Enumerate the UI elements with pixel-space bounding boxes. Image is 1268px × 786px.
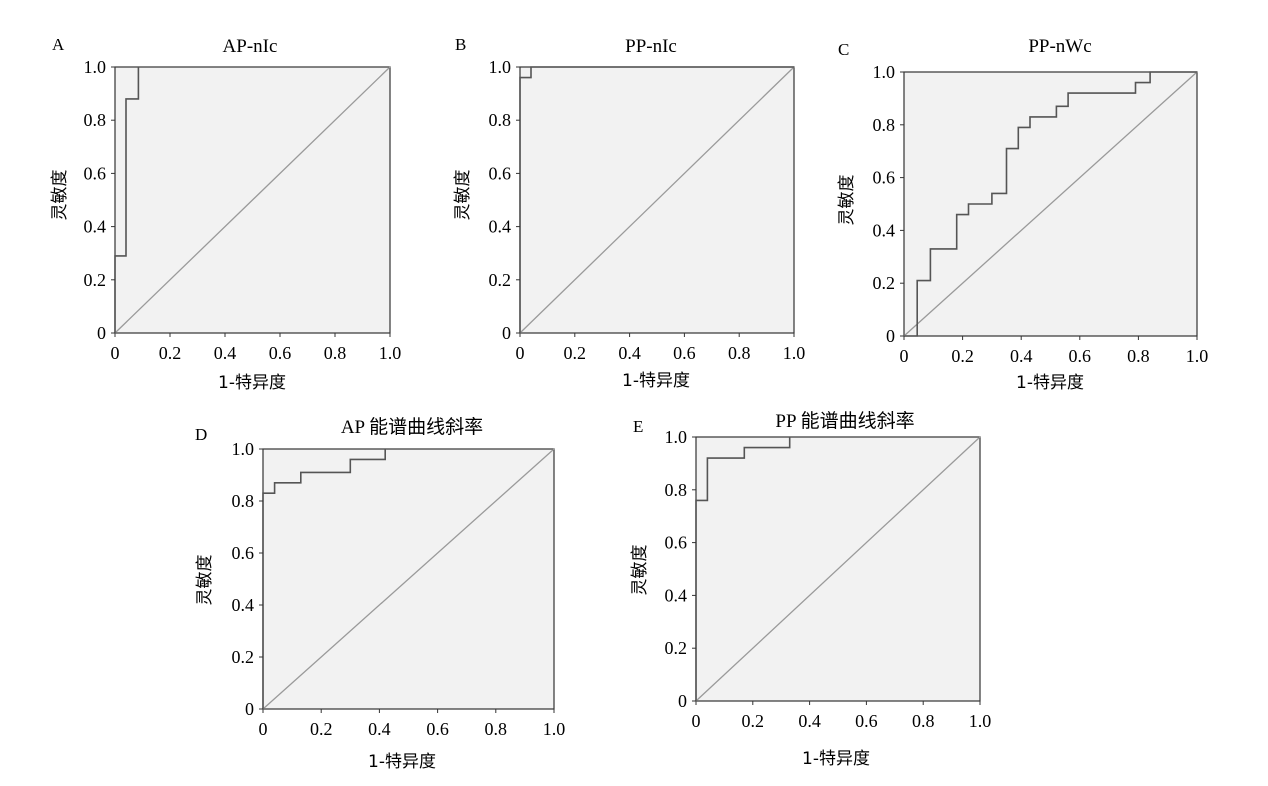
y-tick-label-d: 0 — [245, 699, 254, 719]
x-tick-label-b: 0.8 — [728, 343, 751, 363]
y-tick-label-c: 0 — [886, 326, 895, 346]
roc-curve-c — [904, 71, 1197, 337]
x-tick-label-c: 1.0 — [1186, 346, 1209, 366]
y-tick-label-e: 0 — [678, 691, 687, 711]
y-tick-label-d: 0.8 — [232, 491, 255, 511]
x-tick-label-a: 0.4 — [214, 343, 237, 363]
y-tick-label-d: 0.6 — [232, 543, 255, 563]
y-tick-label-a: 0.6 — [84, 163, 107, 183]
x-tick-label-b: 1.0 — [783, 343, 806, 363]
roc-curve-e — [695, 437, 791, 701]
x-tick-label-e: 1.0 — [969, 711, 992, 731]
y-tick-label-e: 0.6 — [665, 533, 688, 553]
panel-e: 0 0.2 0.4 0.6 0.8 1.0 0 0.2 0.4 0.6 0.8 1.0 E PP 能谱曲线… — [630, 410, 991, 769]
y-axis-label-c: 灵敏度 — [837, 175, 857, 226]
x-tick-label-a: 0.2 — [159, 343, 182, 363]
y-tick-label-c: 0.8 — [873, 115, 896, 135]
y-tick-label-d: 0.2 — [232, 647, 255, 667]
reference-line-b — [519, 66, 795, 334]
x-tick-label-d: 0 — [259, 719, 268, 739]
reference-line-a — [114, 66, 391, 334]
y-tick-label-d: 1.0 — [232, 439, 255, 459]
x-tick-label-d: 0.2 — [310, 719, 333, 739]
y-tick-label-c: 0.6 — [873, 168, 896, 188]
x-tick-label-d: 0.6 — [426, 719, 449, 739]
x-tick-label-b: 0.2 — [564, 343, 587, 363]
y-tick-label-b: 1.0 — [489, 57, 512, 77]
chart-title-d: AP 能谱曲线斜率 — [341, 416, 483, 438]
x-tick-label-e: 0 — [692, 711, 701, 731]
x-tick-label-b: 0.4 — [618, 343, 641, 363]
x-tick-label-e: 0.4 — [798, 711, 821, 731]
roc-curve-a — [114, 67, 140, 333]
reference-line-e — [695, 436, 981, 702]
x-tick-label-e: 0.2 — [742, 711, 765, 731]
panel-letter-d: D — [195, 425, 207, 444]
y-tick-label-e: 0.8 — [665, 480, 688, 500]
y-tick-label-a: 0.2 — [84, 270, 107, 290]
x-tick-label-d: 0.4 — [368, 719, 391, 739]
x-axis-label-e: 1-特异度 — [802, 749, 870, 769]
y-tick-label-b: 0.6 — [489, 163, 512, 183]
y-tick-label-a: 0.4 — [84, 217, 107, 237]
x-tick-label-e: 0.6 — [855, 711, 878, 731]
roc-curve-d — [262, 449, 387, 709]
x-axis-label-c: 1-特异度 — [1016, 373, 1084, 393]
reference-line-c — [903, 71, 1198, 337]
chart-title-e: PP 能谱曲线斜率 — [775, 410, 914, 432]
y-tick-label-a: 0.8 — [84, 110, 107, 130]
x-tick-label-b: 0.6 — [673, 343, 696, 363]
y-tick-label-b: 0.4 — [489, 217, 512, 237]
panel-letter-a: A — [52, 35, 65, 54]
x-tick-label-d: 0.8 — [485, 719, 508, 739]
y-tick-label-c: 0.4 — [873, 220, 896, 240]
x-tick-label-b: 0 — [516, 343, 525, 363]
y-tick-label-b: 0 — [502, 323, 511, 343]
y-axis-label-e: 灵敏度 — [630, 545, 650, 596]
y-tick-label-d: 0.4 — [232, 595, 255, 615]
x-tick-label-c: 0.8 — [1127, 346, 1150, 366]
y-tick-label-b: 0.2 — [489, 270, 512, 290]
x-tick-label-c: 0.6 — [1069, 346, 1092, 366]
chart-title-c: PP-nWc — [1028, 36, 1091, 57]
x-tick-label-e: 0.8 — [912, 711, 935, 731]
panel-d: 0 0.2 0.4 0.6 0.8 1.0 0 0.2 0.4 0.6 0.8 1.0 D AP 能谱曲线… — [195, 416, 565, 772]
x-tick-label-d: 1.0 — [543, 719, 566, 739]
chart-title-b: PP-nIc — [625, 36, 677, 57]
y-axis-label-d: 灵敏度 — [195, 555, 215, 606]
y-tick-label-c: 1.0 — [873, 62, 896, 82]
x-tick-label-a: 0.8 — [324, 343, 347, 363]
y-axis-label-b: 灵敏度 — [453, 170, 473, 221]
x-tick-label-c: 0.2 — [951, 346, 974, 366]
x-tick-label-a: 1.0 — [379, 343, 402, 363]
panel-a: 0 0.2 0.4 0.6 0.8 1.0 0 0.2 0.4 0.6 0.8 1.0 A AP-nIc 1… — [50, 35, 401, 393]
chart-title-a: AP-nIc — [223, 36, 278, 57]
y-tick-label-a: 1.0 — [84, 57, 107, 77]
y-axis-label-a: 灵敏度 — [50, 170, 70, 221]
y-tick-label-c: 0.2 — [873, 273, 896, 293]
reference-line-d — [262, 448, 555, 710]
x-axis-label-b: 1-特异度 — [622, 371, 690, 391]
x-tick-label-c: 0.4 — [1010, 346, 1033, 366]
x-axis-label-d: 1-特异度 — [368, 752, 436, 772]
y-tick-label-e: 0.4 — [665, 585, 688, 605]
x-tick-label-a: 0.6 — [269, 343, 292, 363]
panel-letter-e: E — [633, 417, 643, 436]
panel-b: 0 0.2 0.4 0.6 0.8 1.0 0 0.2 0.4 0.6 0.8 1.0 B PP-nIc 1… — [453, 35, 805, 391]
x-axis-label-a: 1-特异度 — [218, 373, 286, 393]
y-tick-label-a: 0 — [97, 323, 106, 343]
x-tick-label-c: 0 — [900, 346, 909, 366]
y-tick-label-e: 0.2 — [665, 638, 688, 658]
roc-curve-b — [519, 66, 794, 333]
panel-letter-c: C — [838, 40, 849, 59]
y-tick-label-e: 1.0 — [665, 427, 688, 447]
panel-letter-b: B — [455, 35, 466, 54]
x-tick-label-a: 0 — [111, 343, 120, 363]
panel-c: 0 0.2 0.4 0.6 0.8 1.0 0 0.2 0.4 0.6 0.8 1.0 C PP-nWc 1… — [837, 36, 1208, 393]
y-tick-label-b: 0.8 — [489, 110, 512, 130]
